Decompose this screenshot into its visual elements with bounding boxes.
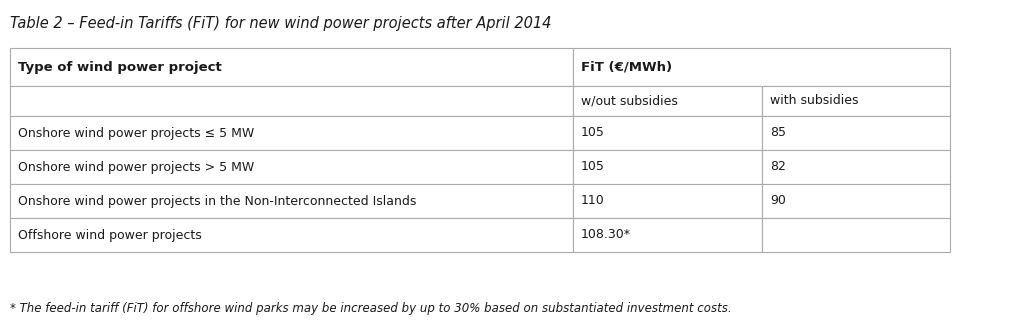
Bar bbox=[573, 150, 762, 184]
Bar bbox=[10, 86, 573, 116]
Text: 105: 105 bbox=[581, 161, 605, 173]
Bar bbox=[10, 48, 573, 86]
Bar bbox=[573, 116, 762, 150]
Text: Type of wind power project: Type of wind power project bbox=[18, 60, 222, 73]
Bar bbox=[573, 86, 762, 116]
Bar bbox=[573, 184, 762, 218]
Bar bbox=[573, 48, 950, 86]
Bar bbox=[762, 184, 950, 218]
Bar bbox=[762, 218, 950, 252]
Text: Offshore wind power projects: Offshore wind power projects bbox=[18, 228, 202, 241]
Text: with subsidies: with subsidies bbox=[770, 95, 858, 108]
Text: * The feed-in tariff (FiT) for offshore wind parks may be increased by up to 30%: * The feed-in tariff (FiT) for offshore … bbox=[10, 302, 731, 315]
Bar bbox=[762, 150, 950, 184]
Text: Onshore wind power projects > 5 MW: Onshore wind power projects > 5 MW bbox=[18, 161, 254, 173]
Text: 85: 85 bbox=[770, 127, 786, 140]
Bar bbox=[762, 116, 950, 150]
Text: FiT (€/MWh): FiT (€/MWh) bbox=[581, 60, 672, 73]
Text: Onshore wind power projects ≤ 5 MW: Onshore wind power projects ≤ 5 MW bbox=[18, 127, 254, 140]
Text: Onshore wind power projects in the Non-Interconnected Islands: Onshore wind power projects in the Non-I… bbox=[18, 194, 417, 207]
Bar bbox=[762, 86, 950, 116]
Bar bbox=[10, 116, 573, 150]
Bar bbox=[10, 218, 573, 252]
Bar bbox=[10, 184, 573, 218]
Bar bbox=[10, 150, 573, 184]
Text: Table 2 – Feed-in Tariffs (FiT) for new wind power projects after April 2014: Table 2 – Feed-in Tariffs (FiT) for new … bbox=[10, 16, 551, 31]
Text: w/out subsidies: w/out subsidies bbox=[581, 95, 678, 108]
Text: 110: 110 bbox=[581, 194, 605, 207]
Text: 105: 105 bbox=[581, 127, 605, 140]
Bar bbox=[573, 218, 762, 252]
Text: 90: 90 bbox=[770, 194, 785, 207]
Text: 108.30*: 108.30* bbox=[581, 228, 631, 241]
Text: 82: 82 bbox=[770, 161, 785, 173]
